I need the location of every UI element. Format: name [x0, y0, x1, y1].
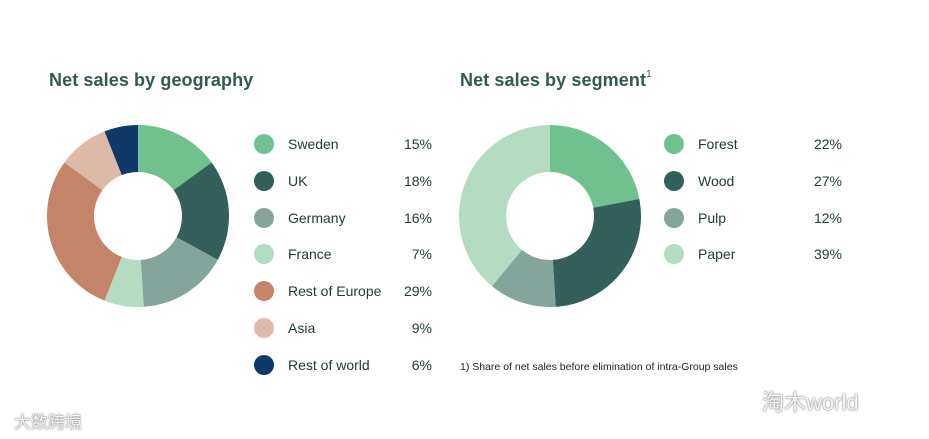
geography-legend-item-sweden: Sweden 15%	[254, 134, 432, 171]
segment-slice-wood	[552, 198, 641, 307]
geography-legend-label: Asia	[288, 319, 316, 336]
geography-legend-item-france: France 7%	[254, 244, 432, 281]
geography-legend-value: 9%	[411, 319, 432, 336]
geography-legend-label: Rest of world	[288, 356, 370, 373]
geography-slice-germany	[140, 237, 218, 307]
segment-legend-label: Pulp	[698, 209, 727, 226]
segment-slice-paper	[459, 125, 550, 287]
segment-legend-label: Forest	[698, 136, 738, 152]
geography-legend-swatch	[254, 244, 274, 265]
geography-legend-item-asia: Asia 9%	[254, 317, 432, 355]
footnote-marker: 1	[646, 69, 652, 80]
geography-legend-item-rest-of-europe: Rest of Europe 29%	[254, 281, 432, 318]
footnote: 1) Share of net sales before elimination…	[460, 361, 738, 373]
geography-legend-value: 18%	[403, 172, 432, 189]
geography-legend-item-germany: Germany 16%	[254, 207, 432, 245]
geography-legend-value: 29%	[403, 283, 432, 300]
geography-legend-item-uk: UK 18%	[254, 170, 432, 208]
segment-legend-value: 39%	[813, 246, 842, 263]
geography-slice-rest-of-world	[104, 125, 138, 176]
segment-legend-item-forest: Forest 22%	[664, 134, 842, 171]
segment-legend-swatch	[664, 170, 684, 191]
segment-legend-value: 27%	[813, 172, 842, 189]
geography-legend-value: 6%	[411, 356, 432, 373]
geography-legend-label: Sweden	[288, 136, 339, 152]
geography-legend-value: 7%	[411, 246, 432, 263]
geography-legend-label: France	[288, 246, 332, 263]
geography-donut-chart	[46, 125, 229, 307]
segment-donut-chart	[459, 125, 641, 307]
segment-legend-label: Paper	[698, 246, 736, 263]
segment-legend-swatch	[664, 134, 684, 154]
segment-legend-item-wood: Wood 27%	[664, 170, 842, 208]
geography-legend-value: 16%	[403, 209, 432, 226]
geography-legend-item-rest-of-world: Rest of world 6%	[254, 354, 432, 392]
geography-slice-france	[104, 256, 144, 307]
segment-slice-forest	[550, 125, 640, 208]
geography-legend-swatch	[254, 317, 274, 338]
geography-slice-rest-of-europe	[46, 162, 122, 301]
geography-legend-swatch	[254, 134, 274, 154]
watermark-left: 大数跨境	[14, 413, 82, 432]
geography-legend-swatch	[254, 354, 274, 375]
geography-legend-swatch	[254, 170, 274, 191]
geography-legend-label: Germany	[288, 209, 346, 226]
segment-legend: Forest 22% Wood 27% Pulp 12% Paper 39%	[664, 134, 842, 281]
segment-slice-pulp	[491, 249, 556, 307]
geography-legend-swatch	[254, 207, 274, 228]
segment-legend-swatch	[664, 244, 684, 265]
segment-legend-value: 22%	[813, 136, 842, 152]
geography-legend: Sweden 15% UK 18% Germany 16% France 7% Rest of …	[254, 134, 432, 392]
geography-legend-value: 15%	[403, 136, 432, 152]
segment-chart-title: Net sales by segment1	[460, 69, 652, 90]
watermark-right: 淘木world	[762, 390, 859, 415]
geography-slice-uk	[173, 162, 229, 260]
geography-slice-sweden	[138, 125, 212, 191]
geography-legend-label: Rest of Europe	[288, 283, 382, 300]
segment-legend-item-paper: Paper 39%	[664, 244, 842, 281]
segment-legend-swatch	[664, 207, 684, 228]
geography-slice-asia	[64, 131, 122, 191]
geography-chart-title: Net sales by geography	[49, 70, 254, 90]
segment-legend-item-pulp: Pulp 12%	[664, 207, 842, 245]
geography-legend-label: UK	[288, 172, 308, 189]
segment-legend-value: 12%	[813, 209, 842, 226]
segment-legend-label: Wood	[698, 172, 735, 189]
geography-legend-swatch	[254, 281, 274, 302]
